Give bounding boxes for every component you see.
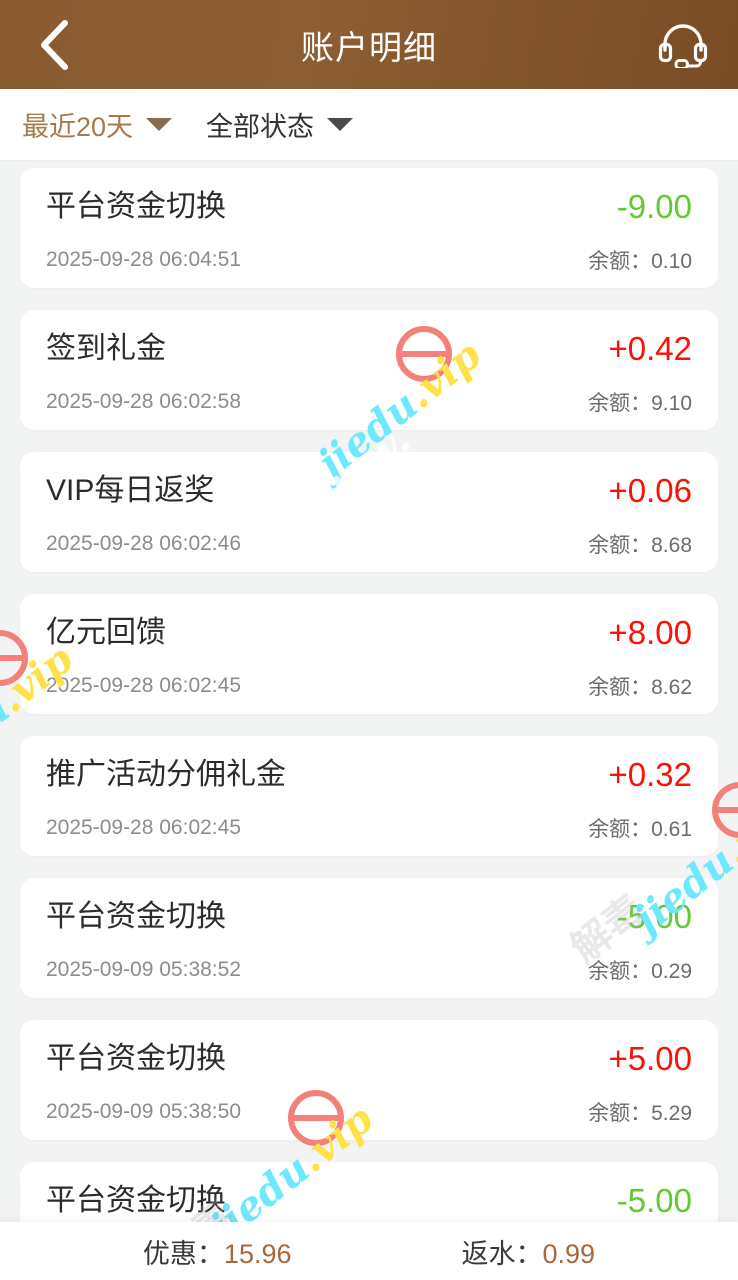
filter-date-range-label: 最近20天 bbox=[22, 112, 134, 142]
app-header: 账户明细 bbox=[0, 0, 738, 89]
filter-bar: 最近20天 全部状态 bbox=[0, 89, 738, 161]
transaction-row[interactable]: 平台资金切换 -5.00 bbox=[20, 1162, 718, 1222]
transaction-amount: +8.00 bbox=[608, 614, 693, 651]
transaction-title: 平台资金切换 bbox=[46, 1042, 226, 1075]
transaction-title: 签到礼金 bbox=[46, 332, 166, 365]
transaction-title: 平台资金切换 bbox=[46, 190, 226, 223]
transaction-amount: +0.06 bbox=[608, 472, 693, 509]
transaction-time: 2025-09-09 05:38:52 bbox=[46, 957, 241, 981]
transaction-time: 2025-09-28 06:02:58 bbox=[46, 389, 241, 413]
transaction-balance: 余额：8.68 bbox=[588, 533, 692, 557]
transaction-row[interactable]: 平台资金切换 -9.00 2025-09-28 06:04:51 余额：0.10 bbox=[20, 168, 718, 288]
transaction-title: 平台资金切换 bbox=[46, 1184, 226, 1217]
summary-promo: 优惠：15.96 bbox=[143, 1232, 292, 1271]
transaction-amount: -5.00 bbox=[616, 1182, 692, 1219]
transaction-balance: 余额：5.29 bbox=[588, 1101, 692, 1125]
filter-status[interactable]: 全部状态 bbox=[206, 105, 354, 144]
transaction-amount: +5.00 bbox=[608, 1040, 693, 1077]
transaction-row[interactable]: 推广活动分佣礼金 +0.32 2025-09-28 06:02:45 余额：0.… bbox=[20, 736, 718, 856]
transaction-title: 推广活动分佣礼金 bbox=[46, 758, 286, 791]
chevron-down-icon bbox=[146, 118, 173, 131]
transaction-balance: 余额：8.62 bbox=[588, 675, 692, 699]
summary-rebate-value: 0.99 bbox=[542, 1238, 596, 1269]
transaction-time: 2025-09-28 06:02:45 bbox=[46, 673, 241, 697]
transaction-amount: +0.32 bbox=[608, 756, 693, 793]
transaction-title: VIP每日返奖 bbox=[46, 474, 215, 507]
transaction-balance: 余额：0.61 bbox=[588, 817, 692, 841]
page-title: 账户明细 bbox=[301, 28, 437, 66]
transaction-row[interactable]: 签到礼金 +0.42 2025-09-28 06:02:58 余额：9.10 bbox=[20, 310, 718, 430]
transaction-amount: -9.00 bbox=[616, 188, 692, 225]
customer-service-button[interactable] bbox=[652, 14, 714, 76]
transaction-balance: 余额：0.29 bbox=[588, 959, 692, 983]
transaction-list[interactable]: 平台资金切换 -9.00 2025-09-28 06:04:51 余额：0.10… bbox=[0, 161, 738, 1222]
transaction-title: 平台资金切换 bbox=[46, 900, 226, 933]
transaction-amount: -5.00 bbox=[616, 898, 692, 935]
summary-promo-label: 优惠： bbox=[142, 1238, 224, 1269]
summary-footer: 优惠：15.96 返水：0.99 bbox=[0, 1222, 738, 1280]
chevron-down-icon bbox=[327, 118, 354, 131]
summary-promo-value: 15.96 bbox=[223, 1238, 292, 1269]
transaction-time: 2025-09-28 06:04:51 bbox=[46, 247, 241, 271]
transaction-row[interactable]: VIP每日返奖 +0.06 2025-09-28 06:02:46 余额：8.6… bbox=[20, 452, 718, 572]
transaction-row[interactable]: 平台资金切换 +5.00 2025-09-09 05:38:50 余额：5.29 bbox=[20, 1020, 718, 1140]
summary-rebate-label: 返水： bbox=[461, 1238, 543, 1269]
chevron-left-icon bbox=[41, 19, 68, 70]
transaction-time: 2025-09-28 06:02:46 bbox=[46, 531, 241, 555]
summary-rebate: 返水：0.99 bbox=[462, 1232, 596, 1271]
transaction-row[interactable]: 平台资金切换 -5.00 2025-09-09 05:38:52 余额：0.29 bbox=[20, 878, 718, 998]
transaction-time: 2025-09-28 06:02:45 bbox=[46, 815, 241, 839]
filter-date-range[interactable]: 最近20天 bbox=[22, 105, 173, 144]
transaction-row[interactable]: 亿元回馈 +8.00 2025-09-28 06:02:45 余额：8.62 bbox=[20, 594, 718, 714]
transaction-time: 2025-09-09 05:38:50 bbox=[46, 1099, 241, 1123]
transaction-title: 亿元回馈 bbox=[46, 616, 166, 649]
transaction-amount: +0.42 bbox=[608, 330, 693, 367]
transaction-balance: 余额：0.10 bbox=[588, 249, 692, 273]
filter-status-label: 全部状态 bbox=[206, 112, 315, 142]
transaction-balance: 余额：9.10 bbox=[588, 391, 692, 415]
back-button[interactable] bbox=[24, 15, 84, 75]
headset-icon bbox=[658, 23, 708, 68]
